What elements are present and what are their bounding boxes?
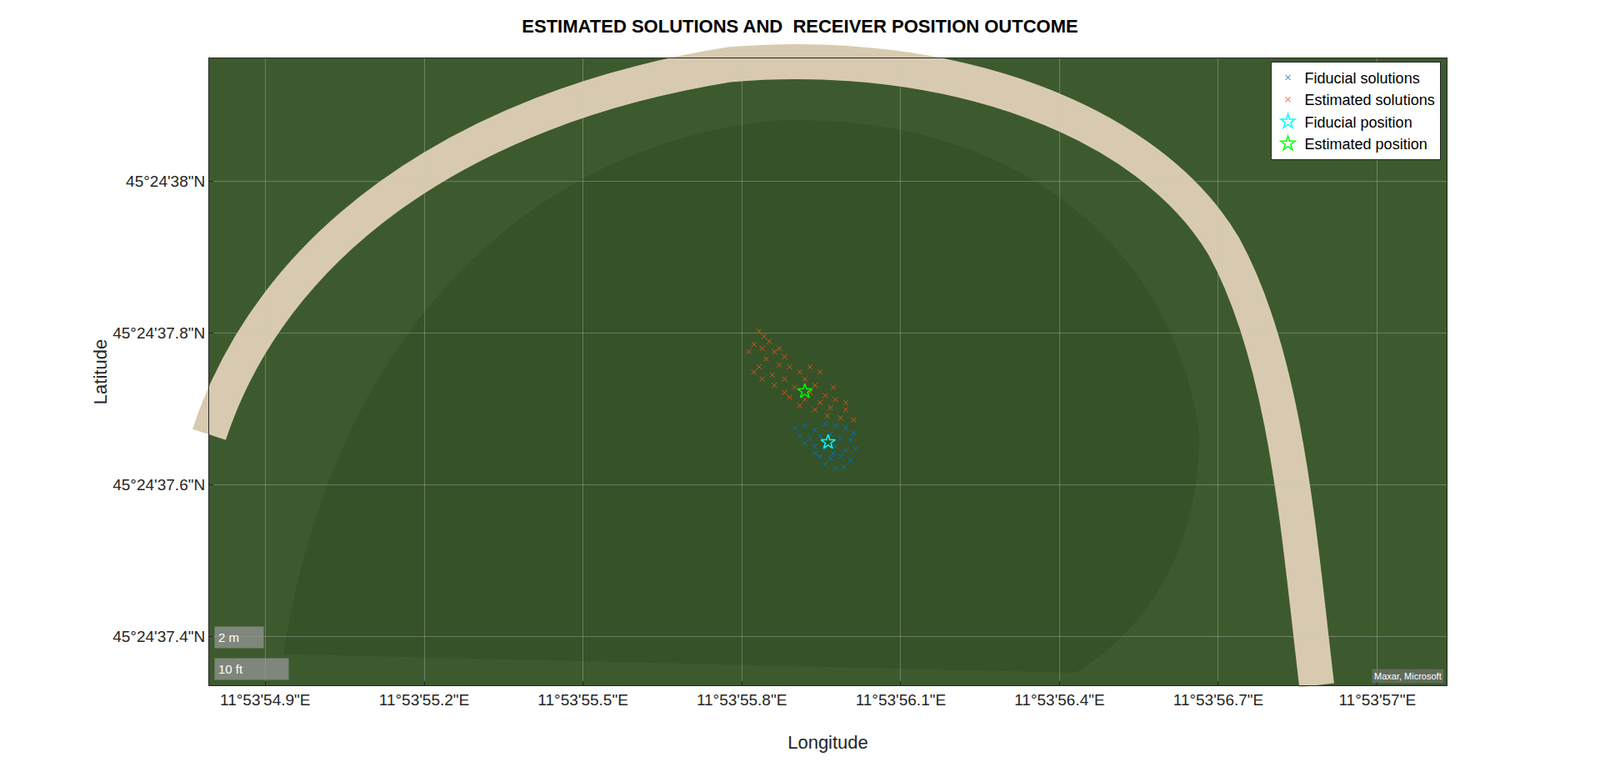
svg-text:45°24'37.4"N: 45°24'37.4"N	[112, 627, 205, 645]
svg-text:Fiducial position: Fiducial position	[1305, 114, 1413, 131]
svg-text:11°53'55.8"E: 11°53'55.8"E	[696, 690, 787, 709]
svg-text:Maxar, Microsoft: Maxar, Microsoft	[1374, 670, 1442, 681]
svg-text:11°53'56.7"E: 11°53'56.7"E	[1173, 690, 1264, 709]
svg-text:ESTIMATED SOLUTIONS AND RECEI: ESTIMATED SOLUTIONS AND RECEIVER POSITIO…	[521, 15, 1078, 37]
svg-text:10 ft: 10 ft	[218, 661, 244, 676]
svg-text:Estimated position: Estimated position	[1305, 135, 1428, 153]
svg-text:11°53'54.9"E: 11°53'54.9"E	[220, 690, 310, 709]
svg-text:11°53'57"E: 11°53'57"E	[1338, 690, 1416, 709]
svg-text:2 m: 2 m	[218, 630, 240, 645]
svg-text:Latitude: Latitude	[90, 339, 111, 405]
svg-text:11°53'56.4"E: 11°53'56.4"E	[1014, 690, 1105, 709]
svg-text:45°24'37.8"N: 45°24'37.8"N	[112, 324, 205, 342]
svg-text:Estimated solutions: Estimated solutions	[1305, 91, 1435, 109]
svg-text:Longitude: Longitude	[787, 731, 869, 753]
svg-text:11°53'55.5"E: 11°53'55.5"E	[537, 690, 628, 709]
svg-text:Fiducial solutions: Fiducial solutions	[1305, 70, 1420, 87]
svg-text:11°53'56.1"E: 11°53'56.1"E	[855, 690, 946, 709]
svg-text:11°53'55.2"E: 11°53'55.2"E	[379, 690, 470, 709]
svg-text:45°24'38"N: 45°24'38"N	[125, 172, 205, 190]
svg-text:45°24'37.6"N: 45°24'37.6"N	[112, 475, 205, 494]
